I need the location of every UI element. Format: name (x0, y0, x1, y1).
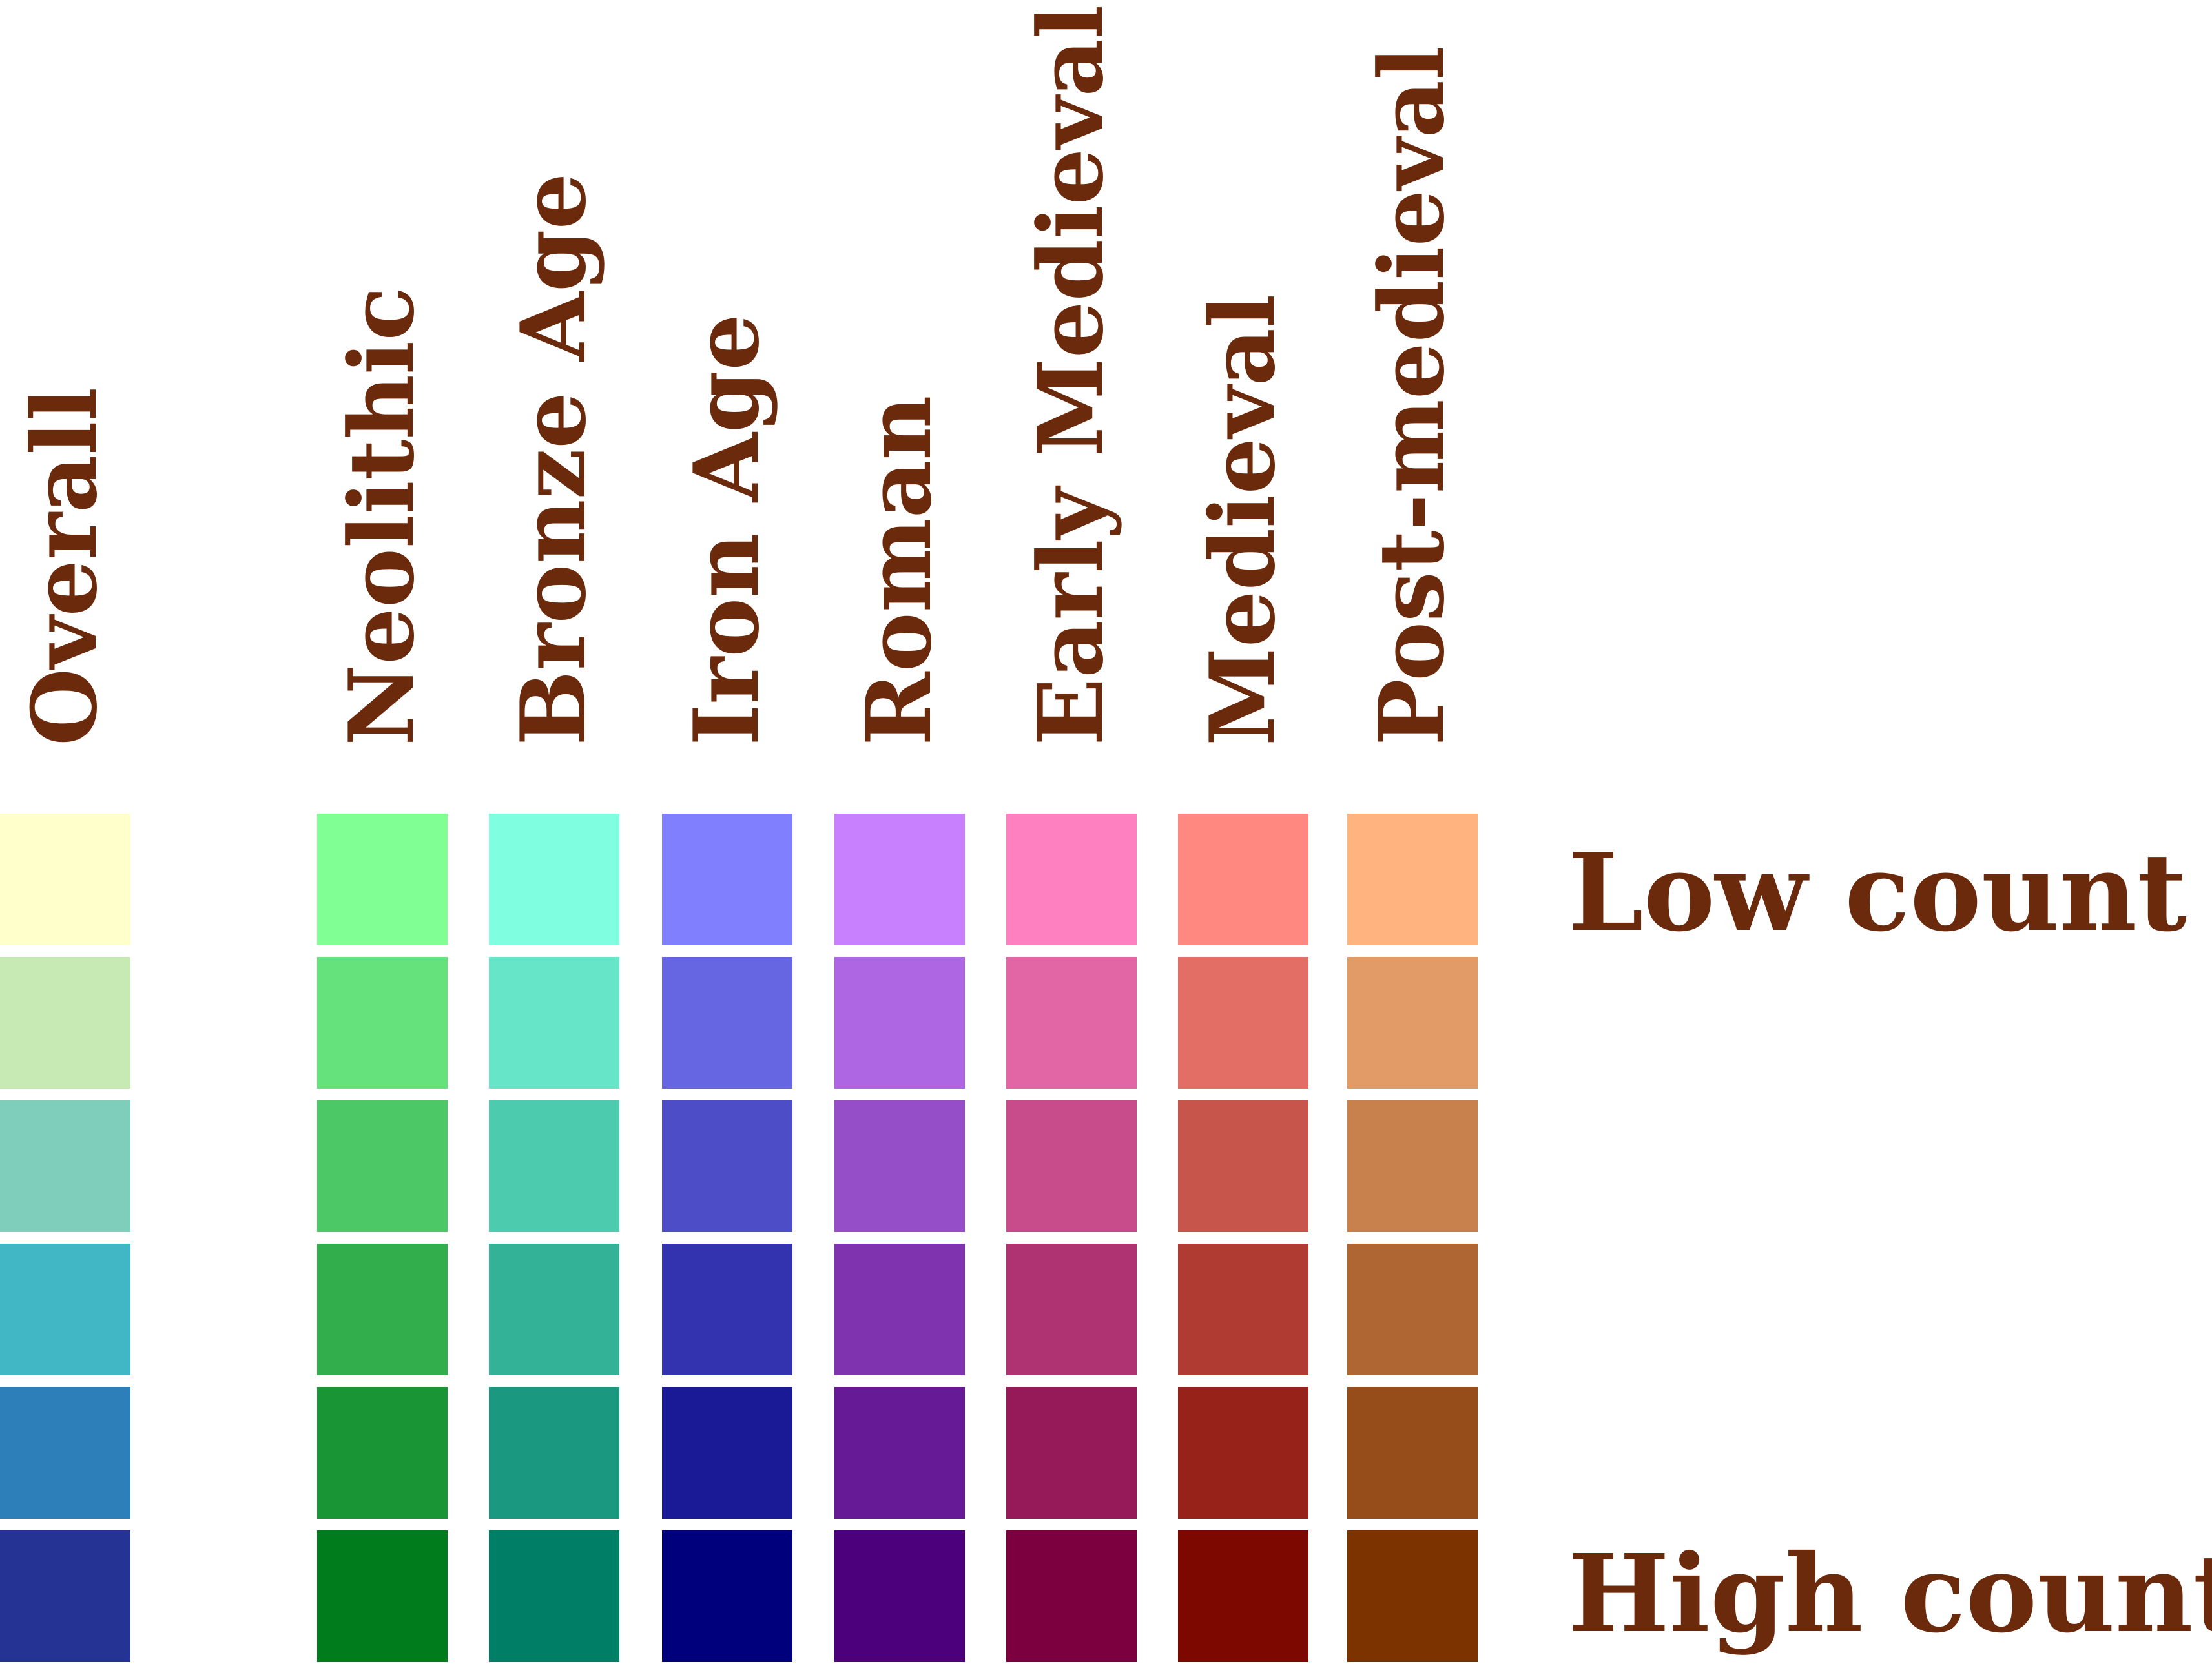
swatch-medieval-level-3 (1178, 1100, 1308, 1232)
swatch-bronze-age-level-1 (489, 814, 619, 945)
swatch-overall-level-2 (0, 957, 130, 1089)
swatch-early-medieval-level-2 (1006, 957, 1137, 1089)
swatch-bronze-age-level-4 (489, 1244, 619, 1375)
swatch-iron-age-level-6 (662, 1530, 792, 1662)
swatch-medieval-level-2 (1178, 957, 1308, 1089)
swatch-roman-level-3 (834, 1100, 965, 1232)
swatch-iron-age-level-2 (662, 957, 792, 1089)
swatch-early-medieval-level-1 (1006, 814, 1137, 945)
swatch-early-medieval-level-3 (1006, 1100, 1137, 1232)
swatch-early-medieval-level-4 (1006, 1244, 1137, 1375)
swatch-roman-level-5 (834, 1387, 965, 1519)
column-label-text: Medieval (1190, 294, 1295, 746)
swatch-overall-level-6 (0, 1530, 130, 1662)
swatch-bronze-age-level-5 (489, 1387, 619, 1519)
swatch-iron-age-level-3 (662, 1100, 792, 1232)
swatch-roman-level-6 (834, 1530, 965, 1662)
swatch-early-medieval-level-5 (1006, 1387, 1137, 1519)
swatch-post-medieval-level-3 (1347, 1100, 1478, 1232)
swatch-post-medieval-level-6 (1347, 1530, 1478, 1662)
swatch-neolithic-level-1 (317, 814, 448, 945)
column-label-text: Bronze Age (501, 172, 606, 746)
swatch-early-medieval-level-6 (1006, 1530, 1137, 1662)
scale-label-low: Low count (1568, 830, 2187, 956)
scale-label-high: High count (1568, 1531, 2212, 1657)
column-label-text: Early Medieval (1018, 5, 1123, 746)
swatch-overall-level-3 (0, 1100, 130, 1232)
swatch-bronze-age-level-6 (489, 1530, 619, 1662)
column-label-text: Neolithic (329, 286, 434, 746)
swatch-neolithic-level-6 (317, 1530, 448, 1662)
swatch-neolithic-level-4 (317, 1244, 448, 1375)
swatch-neolithic-level-5 (317, 1387, 448, 1519)
swatch-medieval-level-4 (1178, 1244, 1308, 1375)
swatch-bronze-age-level-2 (489, 957, 619, 1089)
swatch-iron-age-level-1 (662, 814, 792, 945)
swatch-post-medieval-level-5 (1347, 1387, 1478, 1519)
column-label-text: Iron Age (674, 313, 779, 746)
swatch-iron-age-level-5 (662, 1387, 792, 1519)
swatch-overall-level-5 (0, 1387, 130, 1519)
swatch-bronze-age-level-3 (489, 1100, 619, 1232)
swatch-medieval-level-1 (1178, 814, 1308, 945)
swatch-post-medieval-level-4 (1347, 1244, 1478, 1375)
swatch-post-medieval-level-1 (1347, 814, 1478, 945)
column-label-text: Post-medieval (1359, 46, 1464, 746)
swatch-iron-age-level-4 (662, 1244, 792, 1375)
swatch-overall-level-1 (0, 814, 130, 945)
swatch-medieval-level-6 (1178, 1530, 1308, 1662)
swatch-roman-level-2 (834, 957, 965, 1089)
swatch-roman-level-4 (834, 1244, 965, 1375)
swatch-neolithic-level-3 (317, 1100, 448, 1232)
swatch-neolithic-level-2 (317, 957, 448, 1089)
column-label-text: Roman (846, 395, 951, 746)
column-label-text: Overall (12, 387, 117, 746)
swatch-overall-level-4 (0, 1244, 130, 1375)
swatch-roman-level-1 (834, 814, 965, 945)
swatch-post-medieval-level-2 (1347, 957, 1478, 1089)
swatch-medieval-level-5 (1178, 1387, 1308, 1519)
